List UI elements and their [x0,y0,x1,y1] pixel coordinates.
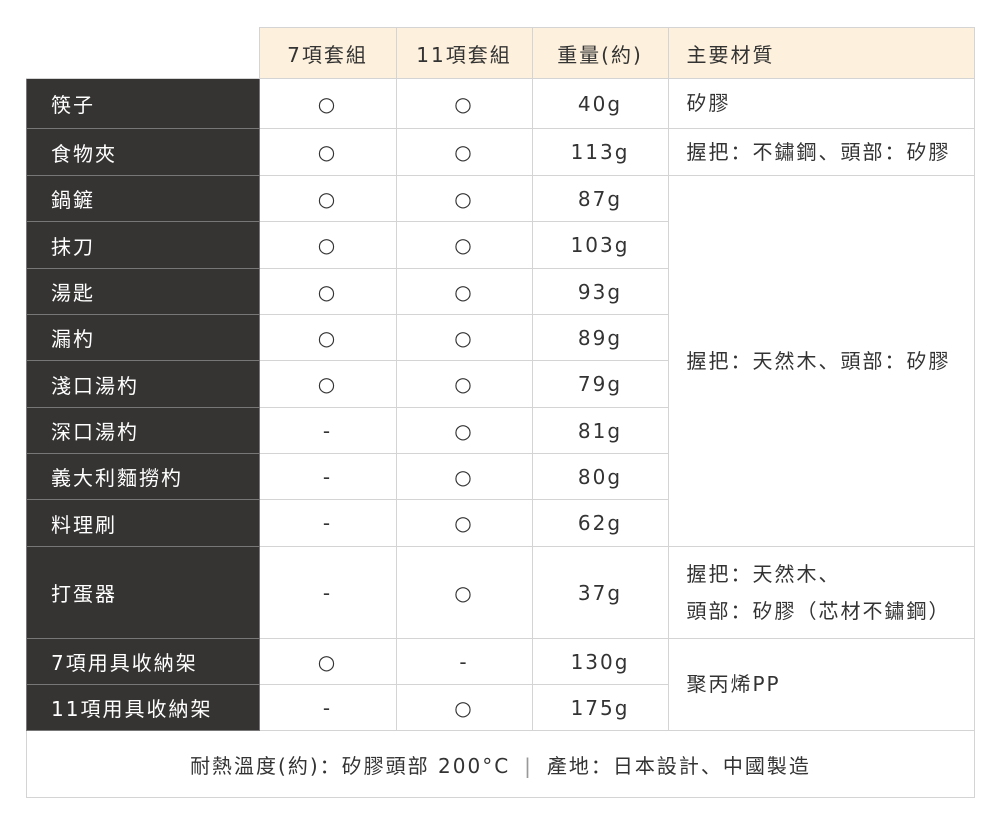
item-weight: 81g [531,407,669,454]
material-line: 頭部：矽膠（芯材不鏽鋼） [686,598,951,623]
item-name: 筷子 [26,78,260,129]
in-7-set: - [258,546,397,639]
table-row: 食物夾 ○ ○ 113g 握把：不鏽鋼、頭部：矽膠 [26,128,975,176]
in-7-set: ○ [258,221,397,269]
in-7-set: - [258,684,397,731]
item-material: 聚丙烯PP [667,638,975,731]
in-7-set: ○ [258,175,397,222]
item-weight: 79g [531,360,669,408]
spec-table: 7項套組 11項套組 重量(約) 主要材質 筷子 ○ ○ 40g 矽膠 食物夾 ○ ○ 113g… [26,27,975,798]
footer-row: 耐熱溫度(約)：矽膠頭部 200°C | 產地：日本設計、中國製造 [26,730,975,798]
in-11-set: ○ [395,360,533,408]
in-11-set: ○ [395,128,533,176]
item-material: 握把：天然木、頭部：矽膠（芯材不鏽鋼） [667,546,975,639]
header-7-set: 7項套組 [258,27,397,79]
header-row: 7項套組 11項套組 重量(約) 主要材質 [26,27,975,79]
table-row: 淺口湯杓 ○ ○ 79g [26,360,975,408]
table-row: 打蛋器 - ○ 37g 握把：天然木、 頭部：矽膠（芯材不鏽鋼） [26,546,975,639]
material-line: 聚丙烯PP [686,672,781,696]
item-weight: 175g [531,684,669,731]
table-row: 漏杓 ○ ○ 89g [26,314,975,361]
item-name: 打蛋器 [26,546,260,639]
in-7-set: ○ [258,314,397,361]
table-row: 筷子 ○ ○ 40g 矽膠 [26,78,975,129]
in-11-set: ○ [395,314,533,361]
table-row: 義大利麵撈杓 - ○ 80g [26,453,975,500]
item-name: 料理刷 [26,499,260,547]
heat-resistance: 耐熱溫度(約)：矽膠頭部 200°C [190,753,511,778]
in-11-set: ○ [395,407,533,454]
item-weight: 89g [531,314,669,361]
item-weight: 62g [531,499,669,547]
item-material: 矽膠 [667,78,975,129]
in-11-set: ○ [395,453,533,500]
header-material: 主要材質 [667,27,975,79]
material-line: 握把：天然木、 [686,561,841,586]
in-7-set: - [258,407,397,454]
in-7-set: ○ [258,128,397,176]
item-weight: 37g [531,546,669,639]
table-row: 7項用具收納架 ○ -130g 聚丙烯PP [26,638,975,731]
separator: | [524,753,533,778]
item-weight: 40g [531,78,669,129]
item-name: 義大利麵撈杓 [26,453,260,500]
material-line: 握把：天然木、頭部：矽膠 [686,348,951,373]
in-7-set: - [258,453,397,500]
header-blank [26,27,259,79]
in-7-set: ○ [258,268,397,315]
item-material: 握把：天然木、頭部：矽膠 [667,175,975,547]
in-11-set: ○ [395,78,533,129]
in-11-set: - [395,638,533,685]
in-11-set: ○ [395,499,533,547]
item-weight: 80g [531,453,669,500]
item-name: 深口湯杓 [26,407,260,454]
item-name: 食物夾 [26,128,260,176]
in-11-set: ○ [395,268,533,315]
item-name: 湯匙 [26,268,260,315]
table-row: 鍋鏟 ○ ○ 87g 握把：天然木、頭部：矽膠 [26,175,975,547]
item-weight: 93g [531,268,669,315]
item-name: 7項用具收納架 [26,638,260,685]
item-name: 鍋鏟 [26,175,260,222]
in-11-set: ○ [395,221,533,269]
item-name: 11項用具收納架 [26,684,260,731]
in-7-set: ○ [258,638,397,685]
item-name: 漏杓 [26,314,260,361]
material-line: 握把：不鏽鋼、頭部：矽膠 [686,139,951,164]
item-name: 淺口湯杓 [26,360,260,408]
item-weight: 130g [531,638,669,685]
table-row: 料理刷 - ○ 62g [26,499,975,547]
header-weight: 重量(約) [531,27,669,79]
in-11-set: ○ [395,684,533,731]
item-weight: 87g [531,175,669,222]
item-name: 抹刀 [26,221,260,269]
footer-note: 耐熱溫度(約)：矽膠頭部 200°C | 產地：日本設計、中國製造 [26,730,975,798]
material-line: 矽膠 [686,91,731,115]
in-11-set: ○ [395,546,533,639]
in-7-set: ○ [258,360,397,408]
header-11-set: 11項套組 [395,27,533,79]
origin: 產地：日本設計、中國製造 [546,753,811,778]
item-material: 握把：不鏽鋼、頭部：矽膠 [667,128,975,176]
item-weight: 103g [531,221,669,269]
table-row: 深口湯杓 - ○ 81g [26,407,975,454]
in-11-set: ○ [395,175,533,222]
in-7-set: - [258,499,397,547]
item-weight: 113g [531,128,669,176]
in-7-set: ○ [258,78,397,129]
